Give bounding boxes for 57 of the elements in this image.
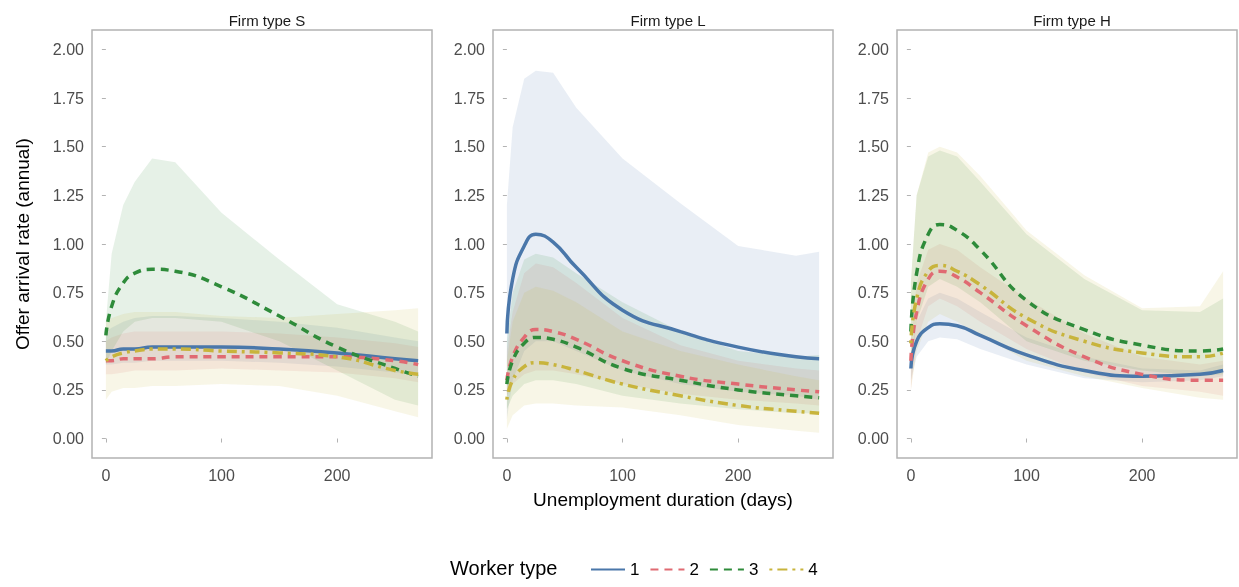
y-tick-label: 0.25 — [453, 381, 486, 399]
x-tick-label: 0 — [101, 466, 111, 484]
y-tick-label: 1.75 — [52, 89, 85, 107]
line-series — [909, 263, 1225, 359]
x-tick-label: 100 — [208, 466, 235, 484]
x-tick-label: 100 — [1013, 466, 1040, 484]
y-tick-label: 0.25 — [52, 381, 85, 399]
line-series — [505, 327, 821, 394]
legend-title: Worker type — [450, 557, 558, 579]
legend-label: 1 — [630, 560, 640, 579]
y-tick-label: 1.25 — [52, 186, 85, 204]
legend-label: 4 — [808, 560, 818, 579]
x-tick-label: 200 — [1128, 466, 1156, 484]
line-series — [104, 347, 420, 377]
chart-title: Firm type L — [630, 12, 706, 29]
y-tick-label: 0.75 — [857, 284, 890, 302]
chart-title: Firm type S — [228, 12, 306, 29]
x-tick-label: 100 — [609, 466, 636, 484]
y-tick-label: 1.00 — [453, 235, 486, 253]
y-tick-label: 0.00 — [453, 430, 486, 448]
y-tick-label: 1.50 — [857, 138, 890, 156]
x-tick-label: 0 — [502, 466, 512, 484]
x-tick-label: 200 — [724, 466, 752, 484]
x-axis-title: Unemployment duration (days) — [533, 489, 793, 510]
y-tick-label: 0.50 — [52, 332, 85, 350]
line-series — [909, 222, 1225, 353]
legend-label: 3 — [748, 560, 759, 579]
y-tick-label: 1.25 — [857, 186, 890, 204]
y-tick-label: 1.50 — [453, 138, 486, 156]
y-tick-label: 1.75 — [857, 89, 890, 107]
line-series — [104, 355, 420, 367]
y-tick-label: 1.50 — [52, 138, 85, 156]
x-tick-label: 0 — [906, 466, 916, 484]
y-tick-label: 0.75 — [453, 284, 486, 302]
y-tick-label: 0.50 — [857, 332, 890, 350]
y-tick-label: 2.00 — [857, 40, 890, 58]
y-tick-label: 1.00 — [857, 235, 890, 253]
line-series — [505, 335, 821, 400]
line-series — [505, 232, 821, 361]
line-series — [104, 267, 420, 379]
y-tick-label: 1.00 — [52, 235, 85, 253]
line-series — [505, 360, 821, 415]
chart-title: Firm type H — [1033, 12, 1111, 29]
x-tick-label: 200 — [323, 466, 351, 484]
y-tick-label: 0.50 — [453, 332, 486, 350]
line-series — [909, 322, 1225, 379]
y-tick-label: 2.00 — [453, 40, 486, 58]
y-tick-label: 1.25 — [453, 186, 486, 204]
y-tick-label: 0.25 — [857, 381, 890, 399]
y-axis-title: Offer arrival rate (annual) — [12, 138, 33, 350]
y-tick-label: 1.75 — [453, 89, 486, 107]
line-series — [909, 269, 1225, 382]
y-tick-label: 0.75 — [52, 284, 85, 302]
y-tick-label: 2.00 — [52, 40, 85, 58]
y-tick-label: 0.00 — [857, 430, 890, 448]
y-tick-label: 0.00 — [52, 430, 85, 448]
legend-label: 2 — [689, 560, 699, 579]
